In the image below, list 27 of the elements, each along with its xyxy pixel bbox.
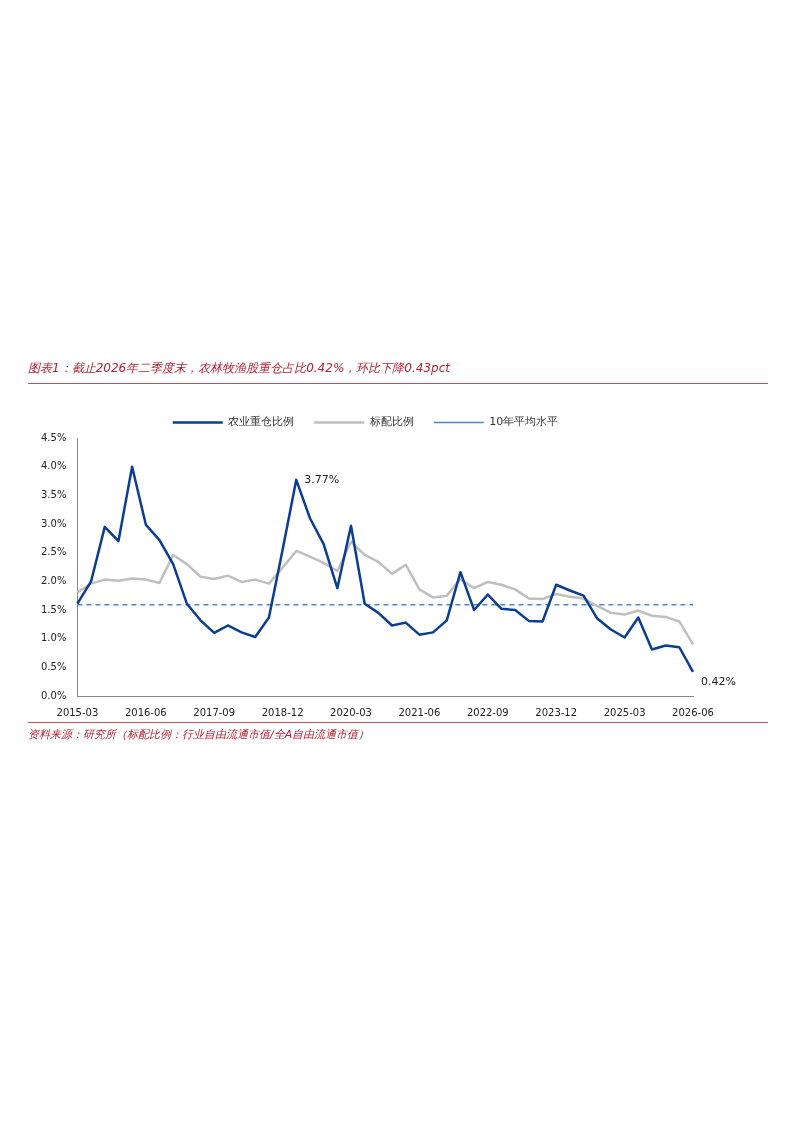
- x-tick-label: 2020-03: [330, 706, 372, 718]
- y-tick-label: 0.5%: [41, 660, 67, 672]
- x-tick-label: 2025-03: [603, 706, 646, 718]
- text: 资料来源：研究所（标配比例：行业自由流通市值/全A自由流通市值）: [28, 727, 371, 742]
- x-tick-label: 2026-06: [672, 706, 714, 718]
- x-tick-label: 2015-03: [56, 706, 99, 718]
- chart-title: 图表1：截止2026年二季度末，农林牧渔股重仓占比0.42%，环比下降0.43pct: [28, 360, 768, 384]
- x-tick-label: 2017-09: [193, 706, 236, 718]
- x-tick-label: 2023-12: [535, 706, 578, 718]
- x-tick-label: 2022-09: [466, 706, 509, 718]
- y-tick-label: 4.0%: [41, 460, 67, 472]
- y-tick-label: 2.0%: [41, 574, 67, 586]
- y-tick-label: 3.0%: [41, 517, 67, 529]
- y-tick-label: 1.0%: [41, 632, 67, 644]
- data-label: 0.42%: [701, 674, 736, 688]
- legend-label: 标配比例: [368, 415, 414, 429]
- data-label: 3.77%: [304, 472, 340, 486]
- x-tick-label: 2016-06: [124, 706, 167, 718]
- x-tick-label: 2021-06: [398, 706, 441, 718]
- legend-label: 农业重仓比例: [228, 415, 295, 429]
- y-tick-label: 1.5%: [41, 603, 67, 615]
- y-tick-label: 3.5%: [41, 488, 67, 500]
- x-tick-label: 2018-12: [261, 706, 304, 718]
- legend-label: 10年平均水平: [489, 415, 559, 429]
- y-tick-label: 2.5%: [41, 546, 67, 558]
- y-tick-label: 4.5%: [41, 431, 67, 443]
- y-tick-label: 0.0%: [41, 689, 67, 701]
